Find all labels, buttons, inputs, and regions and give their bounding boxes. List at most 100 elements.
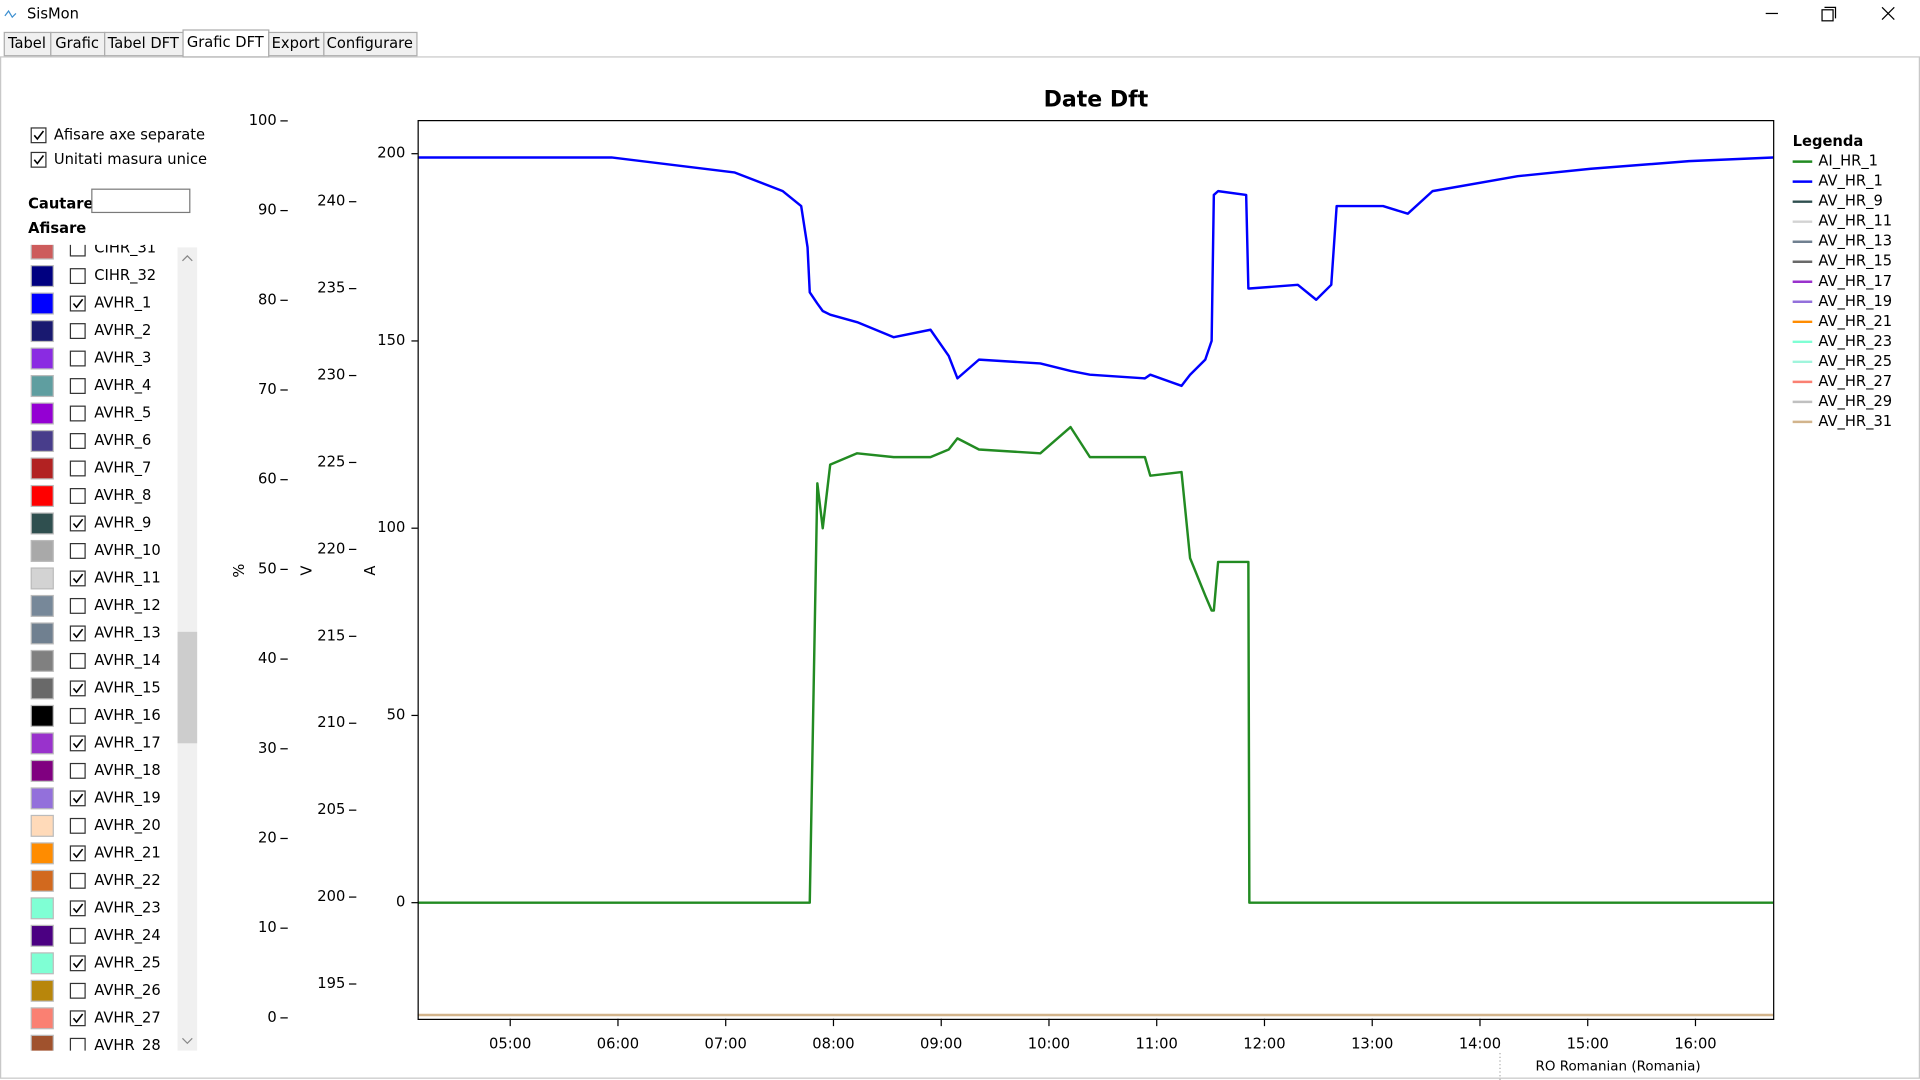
checkbox[interactable] (69, 378, 86, 394)
checkbox[interactable] (69, 735, 86, 752)
color-swatch[interactable] (30, 814, 54, 837)
color-swatch[interactable] (30, 732, 54, 755)
x-tick-label: 11:00 (1136, 1035, 1178, 1052)
checkbox[interactable] (69, 1037, 86, 1053)
checkbox[interactable] (69, 652, 86, 669)
checkbox[interactable] (69, 762, 86, 779)
color-swatch[interactable] (30, 1034, 54, 1056)
checkbox[interactable] (69, 1010, 86, 1027)
checkbox[interactable] (69, 350, 86, 367)
search-input[interactable] (91, 188, 191, 214)
color-swatch[interactable] (30, 512, 54, 535)
close-button[interactable] (1881, 6, 1895, 21)
checkbox[interactable] (69, 597, 86, 614)
legend-label[interactable]: AI_HR_1 (1818, 153, 1878, 170)
color-swatch[interactable] (30, 787, 54, 810)
checkbox[interactable] (69, 680, 86, 697)
checkbox[interactable] (69, 625, 86, 642)
checkbox[interactable] (69, 817, 86, 834)
checkbox[interactable] (69, 268, 86, 285)
color-swatch[interactable] (30, 924, 54, 947)
checkmark (72, 1013, 84, 1024)
y-tick-label: 235 (317, 280, 345, 297)
tab-label: Export (272, 35, 320, 52)
color-swatch[interactable] (30, 842, 54, 865)
y-tick-label: 195 (317, 975, 345, 992)
checkbox[interactable] (30, 151, 47, 168)
color-swatch[interactable] (30, 979, 54, 1002)
checkbox[interactable] (69, 872, 86, 889)
color-swatch[interactable] (30, 759, 54, 782)
legend-label[interactable]: AV_HR_23 (1818, 333, 1892, 350)
y-tick-label: 225 (317, 453, 345, 470)
color-swatch[interactable] (30, 677, 54, 700)
color-swatch[interactable] (30, 704, 54, 727)
color-swatch[interactable] (30, 457, 54, 480)
checkbox[interactable] (69, 460, 86, 477)
legend-label[interactable]: AV_HR_13 (1818, 233, 1892, 250)
checkmark (72, 958, 84, 969)
channel-label: AVHR_24 (94, 927, 160, 944)
y-tick-label: 0 (396, 894, 405, 911)
checkbox[interactable] (69, 570, 86, 587)
checkbox[interactable] (69, 845, 86, 862)
status-language: RO Romanian (Romania) (1536, 1060, 1701, 1075)
channel-label: AVHR_13 (94, 624, 160, 641)
channel-label: AVHR_6 (94, 432, 151, 449)
color-swatch[interactable] (30, 402, 54, 425)
channel-label: AVHR_23 (94, 899, 160, 916)
checkbox[interactable] (69, 323, 86, 340)
checkbox[interactable] (69, 927, 86, 944)
x-tick-label: 08:00 (812, 1035, 854, 1052)
checkbox[interactable] (69, 433, 86, 449)
color-swatch[interactable] (30, 622, 54, 645)
color-swatch[interactable] (30, 375, 54, 398)
scroll-arrows[interactable] (182, 255, 193, 1045)
checkbox[interactable] (69, 790, 86, 807)
checkbox[interactable] (30, 127, 47, 144)
color-swatch[interactable] (30, 897, 54, 920)
color-swatch[interactable] (30, 484, 54, 507)
checkbox[interactable] (69, 707, 86, 724)
checkbox[interactable] (69, 543, 86, 559)
color-swatch[interactable] (30, 238, 54, 260)
legend-label[interactable]: AV_HR_21 (1818, 313, 1892, 330)
color-swatch[interactable] (30, 594, 54, 617)
tab[interactable] (323, 31, 418, 57)
legend-label[interactable]: AV_HR_15 (1818, 253, 1892, 270)
color-swatch[interactable] (30, 347, 54, 370)
checkbox[interactable] (69, 241, 86, 257)
legend-label[interactable]: AV_HR_17 (1818, 273, 1892, 290)
color-swatch[interactable] (30, 265, 54, 288)
checkbox[interactable] (69, 982, 86, 999)
legend-label[interactable]: AV_HR_27 (1818, 373, 1892, 390)
legend-label[interactable]: AV_HR_11 (1818, 213, 1892, 230)
color-swatch[interactable] (30, 429, 54, 453)
legend-label[interactable]: AV_HR_25 (1818, 353, 1892, 370)
color-swatch[interactable] (30, 320, 54, 343)
checkbox[interactable] (69, 405, 86, 422)
checkbox[interactable] (69, 900, 86, 917)
checkbox[interactable] (69, 515, 86, 532)
color-swatch[interactable] (30, 567, 54, 590)
channel-label: AVHR_28 (94, 1037, 160, 1054)
y-tick-label: 100 (377, 519, 405, 536)
scrollbar-thumb[interactable] (177, 631, 198, 744)
legend-label[interactable]: AV_HR_29 (1818, 393, 1892, 410)
y-axis-title: % (231, 564, 248, 578)
checkbox[interactable] (69, 955, 86, 972)
color-swatch[interactable] (30, 292, 54, 315)
checkbox[interactable] (69, 295, 86, 312)
search-label: Cautare (28, 195, 93, 212)
color-swatch[interactable] (30, 952, 54, 975)
restore-button[interactable] (1821, 6, 1837, 22)
color-swatch[interactable] (30, 869, 54, 892)
checkbox[interactable] (69, 488, 86, 504)
color-swatch[interactable] (30, 539, 54, 562)
color-swatch[interactable] (30, 649, 54, 672)
legend-label[interactable]: AV_HR_31 (1818, 413, 1892, 430)
color-swatch[interactable] (30, 1007, 54, 1030)
legend-label[interactable]: AV_HR_1 (1818, 173, 1882, 190)
legend-label[interactable]: AV_HR_19 (1818, 293, 1892, 310)
legend-label[interactable]: AV_HR_9 (1818, 193, 1882, 210)
